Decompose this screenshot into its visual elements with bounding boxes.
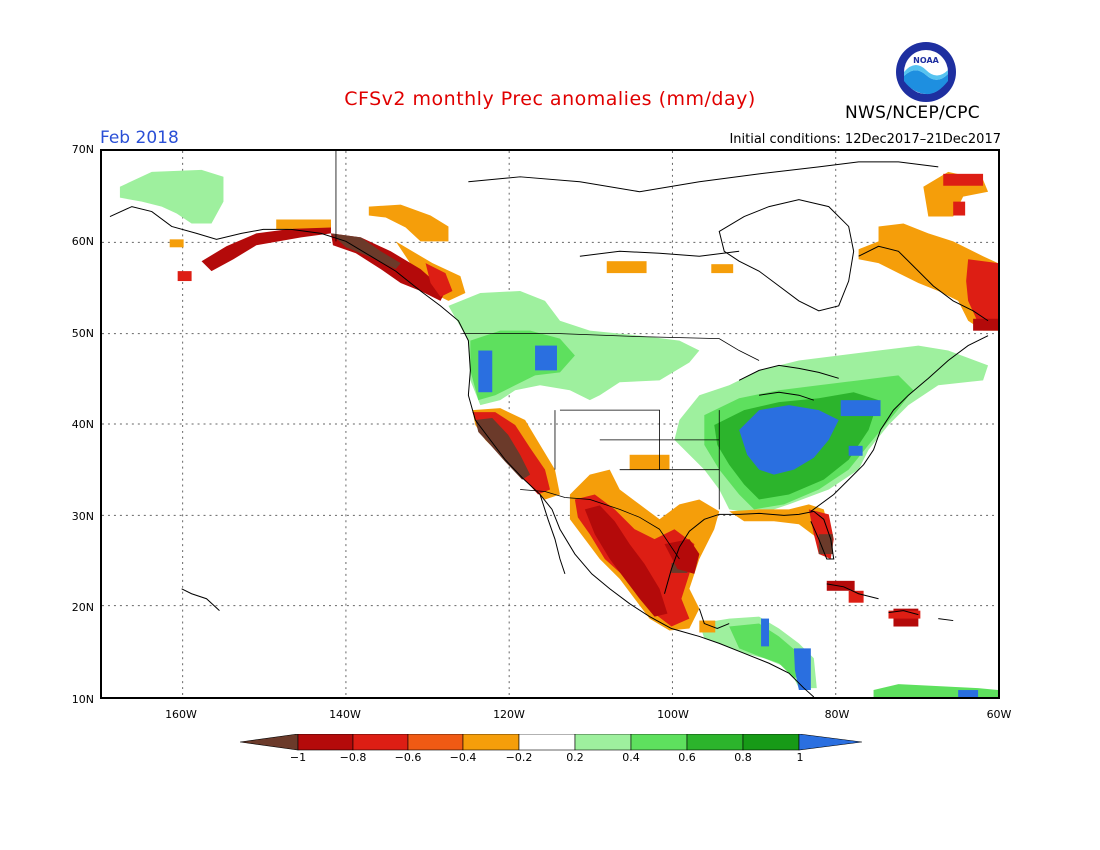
colorbar-label: −0.4 (449, 751, 477, 764)
baffin-red2 (953, 201, 966, 216)
coastlines (109, 161, 989, 697)
lat-label-30n: 30N (71, 510, 94, 523)
anomaly-fields (119, 169, 998, 697)
south-america-green (873, 684, 998, 697)
colorbar-label: −1 (289, 751, 307, 764)
lon-label-60w: 60W (986, 708, 1012, 721)
lat-label-50n: 50N (71, 327, 94, 340)
lat-label-40n: 40N (71, 418, 94, 431)
colorbar-label: −0.2 (505, 751, 533, 764)
colorbar-label: 0.4 (622, 751, 640, 764)
cuba-red (848, 590, 864, 603)
forecast-period: Feb 2018 (100, 128, 179, 148)
hispaniola-red (888, 610, 921, 619)
ny-blue (840, 400, 881, 417)
lat-label-60n: 60N (71, 235, 94, 248)
bc-coast-red (425, 263, 453, 297)
colorbar (240, 734, 862, 751)
agency-label: NWS/NCEP/CPC (845, 103, 980, 123)
colorbar-label: 0.6 (678, 751, 696, 764)
hudson-spot-orange (606, 261, 647, 274)
colorbar-bin-9 (742, 734, 800, 751)
noaa-logo: NOAA (896, 42, 956, 102)
colorbar-bin-6 (574, 734, 632, 751)
chart-title: CFSv2 monthly Prec anomalies (mm/day) (344, 88, 756, 110)
se-blue (848, 445, 863, 456)
precip-anomaly-map (100, 149, 1000, 699)
colorbar-bin-1 (297, 734, 354, 751)
yukon-orange (368, 204, 449, 242)
labrador-red (966, 259, 998, 326)
texas-coast-red (664, 539, 700, 574)
aleutian-dry (177, 271, 192, 282)
logo-text: NOAA (913, 56, 939, 65)
lat-label-10n: 10N (71, 693, 94, 706)
colorbar-bin-7 (630, 734, 688, 751)
colorbar-label: 0.8 (734, 751, 752, 764)
lon-label-100w: 100W (657, 708, 689, 721)
labrador-darkred (973, 318, 998, 331)
lat-label-70n: 70N (71, 143, 94, 156)
lon-label-120w: 120W (493, 708, 525, 721)
yucatan-orange (699, 620, 716, 633)
venezuela-blue (958, 690, 979, 697)
central-america-midgreen (729, 623, 809, 679)
colorbar-bin-2 (352, 734, 409, 751)
colorbar-max-arrow (798, 734, 862, 751)
nm-orange (629, 454, 670, 470)
colorbar-bin-5 (518, 734, 576, 751)
colorbar-bin-8 (686, 734, 744, 751)
alaska-wet-region (119, 169, 224, 224)
ohio-valley-blue (739, 405, 839, 475)
colorbar-min-arrow (240, 734, 299, 751)
lon-label-160w: 160W (165, 708, 197, 721)
colorbar-label: 1 (796, 751, 804, 764)
mexico-darkred (584, 505, 668, 617)
colorbar-label: −0.8 (339, 751, 367, 764)
lon-label-80w: 80W (824, 708, 850, 721)
alaska-coast-dry (201, 223, 331, 272)
nicaragua-blue (793, 648, 811, 691)
alaska-coast-orange (276, 219, 331, 230)
idaho-blue (535, 345, 557, 371)
lat-label-20n: 20N (71, 601, 94, 614)
hudson-spot2-orange (711, 264, 734, 274)
honduras-blue (761, 618, 770, 647)
colorbar-bin-4 (462, 734, 520, 751)
colorbar-label: 0.2 (566, 751, 584, 764)
colorbar-bin-3 (407, 734, 464, 751)
lon-label-140w: 140W (329, 708, 361, 721)
political-boundaries (335, 151, 760, 560)
initial-conditions: Initial conditions: 12Dec2017–21Dec2017 (729, 132, 1001, 147)
baffin-red (943, 173, 984, 186)
oregon-blue (478, 350, 493, 393)
california-brown (475, 418, 531, 480)
alaska-spot-orange (169, 239, 184, 248)
colorbar-label: −0.6 (394, 751, 422, 764)
